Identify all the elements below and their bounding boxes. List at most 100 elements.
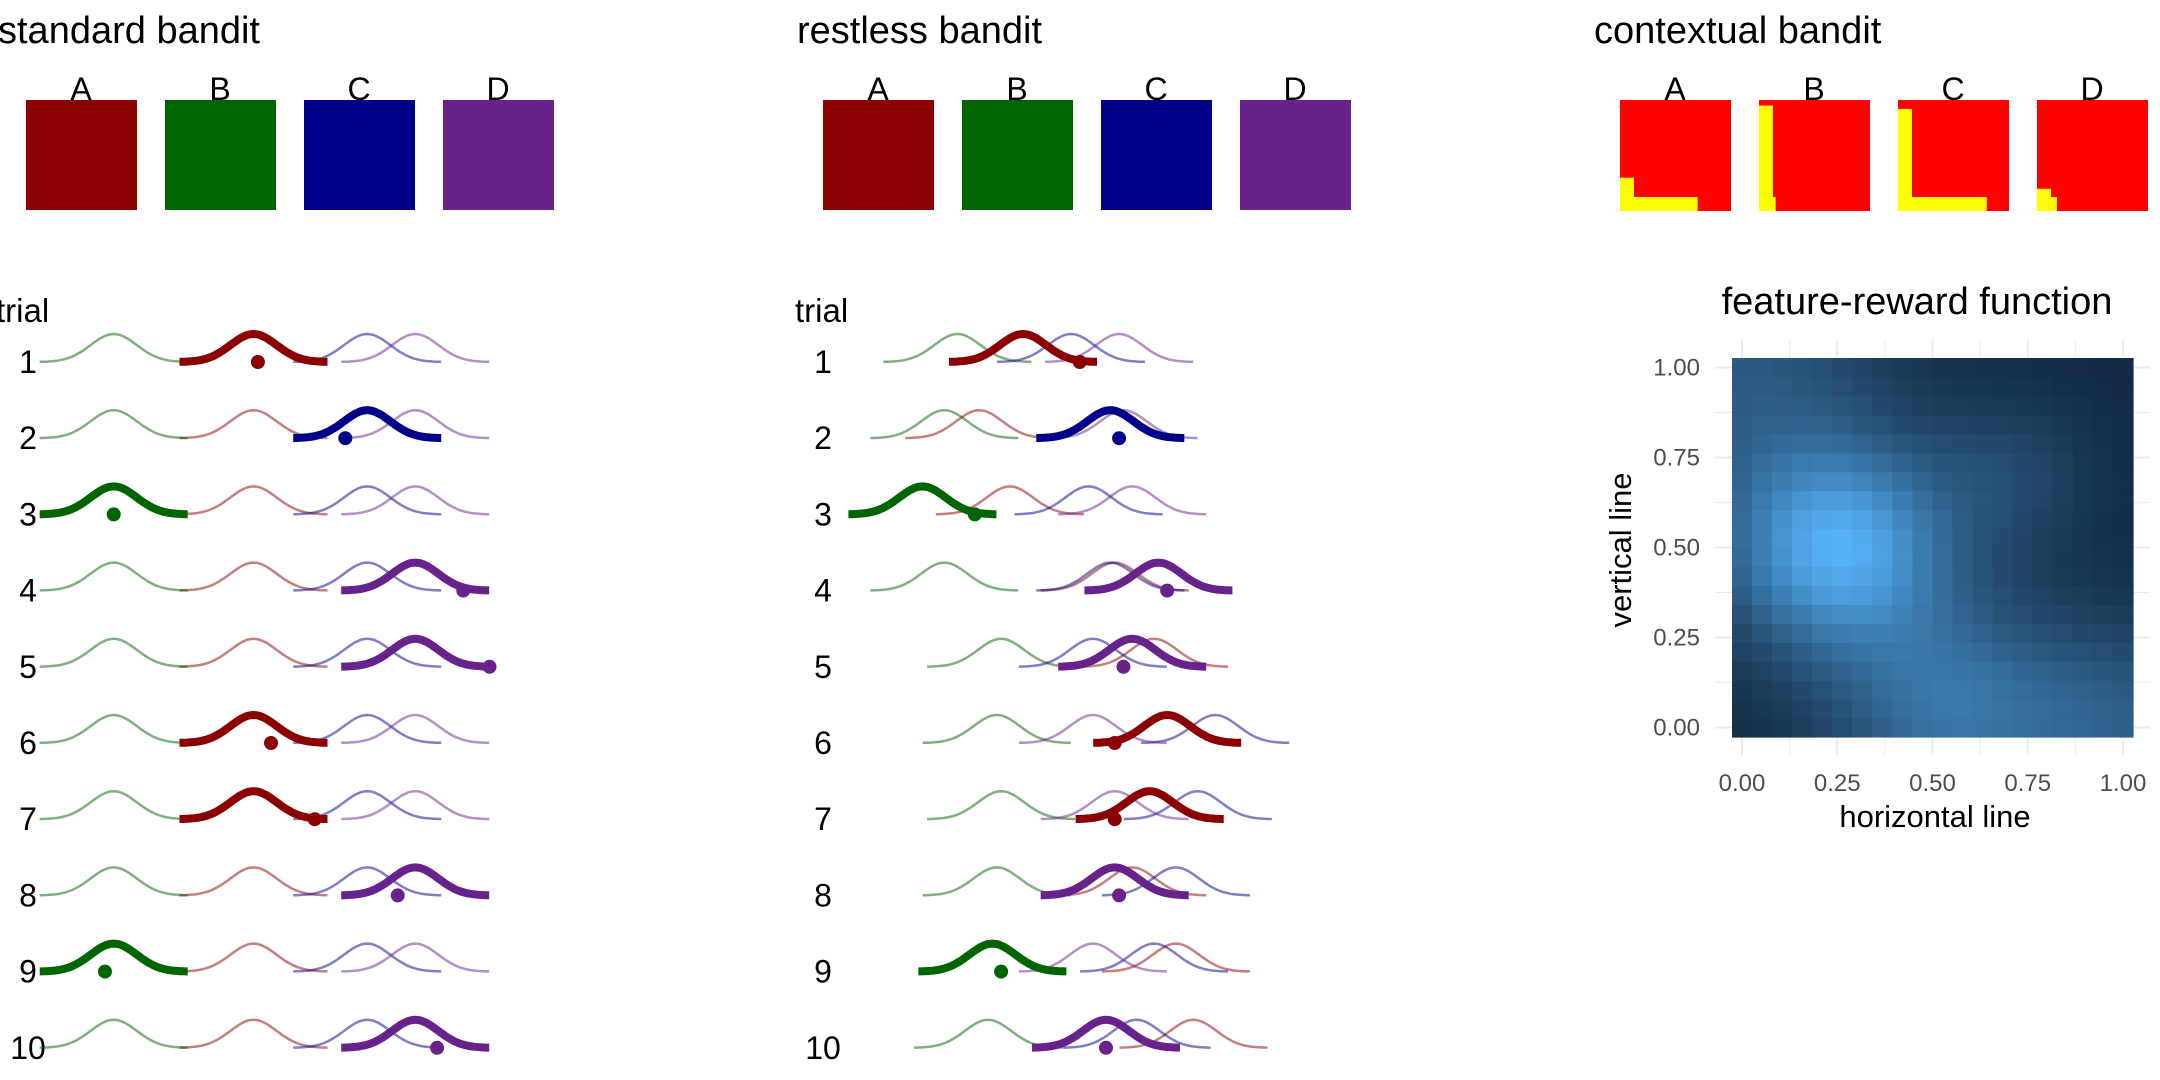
heatmap-cell	[1912, 358, 1934, 378]
heatmap-cell	[2112, 509, 2134, 530]
heatmap-cell	[1832, 452, 1853, 473]
heatmap-cell	[1772, 623, 1793, 643]
heatmap-cell	[1912, 528, 1934, 549]
restless-arm-label-D: D	[1283, 71, 1306, 107]
heatmap-cell	[1792, 395, 1813, 416]
heatmap-cell	[2072, 358, 2094, 378]
heatmap-cell	[1812, 471, 1833, 492]
heatmap-cell	[1952, 604, 1974, 624]
restless-outcome-point	[1107, 812, 1122, 827]
heatmap-cell	[1972, 547, 1994, 568]
standard-outcome-point	[307, 812, 322, 827]
heatmap-cell	[2032, 490, 2054, 511]
heatmap-cell	[1912, 566, 1934, 586]
standard-arm-swatch-D	[443, 100, 554, 210]
restless-reward-distribution-D	[1058, 485, 1207, 516]
heatmap-cell	[1952, 509, 1974, 530]
standard-arm-swatch-C	[304, 100, 415, 210]
heatmap-cell	[2012, 414, 2034, 435]
vertical-line-C	[1898, 108, 1912, 211]
standard-outcome-point	[430, 1040, 445, 1055]
heatmap-cell	[1992, 528, 2014, 549]
heatmap-cell	[1932, 471, 1954, 492]
restless-reward-distribution-C	[1123, 789, 1272, 821]
heatmap-cell	[1952, 699, 1974, 719]
heatmap-cell	[2012, 718, 2034, 738]
restless-trial-number: 3	[814, 496, 832, 532]
heatmap-cell	[1932, 376, 1954, 397]
restless-outcome-point	[1107, 736, 1122, 750]
heatmap-cell	[1972, 414, 1994, 435]
heatmap-cell	[2012, 528, 2034, 549]
feature-reward-heatmap	[1732, 358, 2134, 738]
restless-reward-distribution-B-chosen	[918, 939, 1067, 976]
restless-arm-swatch-C	[1101, 100, 1212, 210]
heatmap-cell	[1772, 547, 1793, 568]
heatmap-cell	[1992, 471, 2014, 492]
heatmap-cell	[2072, 604, 2094, 624]
standard-trial-row: 10	[10, 1015, 490, 1066]
heatmap-cell	[2112, 623, 2134, 643]
standard-reward-distribution-C-chosen	[293, 406, 442, 442]
heatmap-cell	[1932, 414, 1954, 435]
horizontal-line-C	[1898, 197, 1987, 211]
restless-trial-row: 3	[814, 482, 1207, 532]
heatmap-cell	[2052, 661, 2074, 681]
heatmap-cell	[1752, 604, 1773, 624]
heatmap-cell	[1932, 566, 1954, 586]
heatmap-cell	[2032, 718, 2054, 738]
heatmap-cell	[1912, 433, 1934, 454]
restless-reward-distribution-D-chosen	[1040, 863, 1189, 900]
heatmap-cell	[1792, 718, 1813, 738]
heatmap-cell	[1732, 509, 1753, 530]
heatmap-cell	[1852, 433, 1873, 454]
y-axis-label: vertical line	[1603, 472, 1638, 627]
restless-arm-swatch-D	[1240, 100, 1351, 210]
heatmap-cell	[2072, 471, 2094, 492]
heatmap-cell	[1732, 623, 1753, 643]
standard-trial-number: 3	[19, 496, 37, 532]
restless-outcome-point	[994, 964, 1009, 979]
heatmap-cell	[1732, 547, 1753, 568]
heatmap-cell	[1932, 604, 1954, 624]
heatmap-cell	[1932, 699, 1954, 719]
restless-trial-number: 6	[814, 725, 832, 761]
heatmap-cell	[2112, 566, 2134, 586]
heatmap-cell	[1752, 490, 1773, 511]
heatmap-cell	[2032, 376, 2054, 397]
standard-reward-distribution-B-chosen	[39, 939, 188, 976]
restless-reward-distribution-C	[1036, 561, 1185, 592]
heatmap-cell	[1952, 528, 1974, 549]
context-arm-label-A: A	[1664, 71, 1686, 107]
standard-arm-swatches: A B C D	[26, 71, 554, 210]
heatmap-cell	[2092, 395, 2114, 416]
heatmap-cell	[1972, 452, 1994, 473]
heatmap-cell	[1912, 471, 1934, 492]
standard-reward-distribution-A	[179, 485, 328, 516]
heatmap-cell	[2032, 623, 2054, 643]
restless-trial-number: 1	[814, 344, 832, 380]
heatmap-cell	[1772, 642, 1793, 662]
y-tick-label: 0.00	[1653, 715, 1700, 742]
standard-reward-distribution-C	[293, 485, 442, 516]
heatmap-cell	[1872, 680, 1893, 700]
restless-outcome-point	[1112, 431, 1127, 446]
heatmap-cell	[2032, 699, 2054, 719]
heatmap-cell	[2092, 433, 2114, 454]
heatmap-cell	[2072, 509, 2094, 530]
restless-trial-row: 7	[814, 787, 1272, 837]
restless-outcome-point	[967, 507, 982, 522]
heatmap-cell	[1992, 376, 2014, 397]
heatmap-cell	[1932, 718, 1954, 738]
heatmap-cell	[1852, 358, 1873, 378]
heatmap-cell	[1732, 718, 1753, 738]
heatmap-cell	[2012, 395, 2034, 416]
heatmap-cell	[2072, 414, 2094, 435]
heatmap-cell	[1772, 585, 1793, 605]
heatmap-cell	[1892, 358, 1914, 378]
heatmap-cell	[2072, 585, 2094, 605]
heatmap-cell	[1812, 642, 1833, 662]
heatmap-cell	[2032, 604, 2054, 624]
heatmap-cell	[1732, 433, 1753, 454]
heatmap-cell	[1812, 358, 1833, 378]
